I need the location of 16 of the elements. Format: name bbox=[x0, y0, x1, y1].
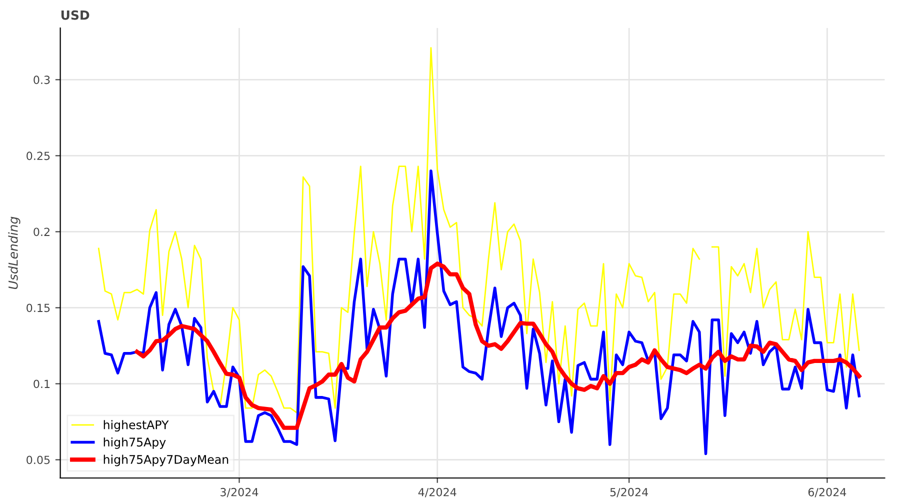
y-tick-label: 0.15 bbox=[26, 304, 50, 312]
line-series bbox=[97, 170, 861, 456]
legend-label: high75Apy7DayMean bbox=[104, 454, 228, 466]
y-tick-label: 0.3 bbox=[34, 76, 50, 84]
y-tick-label: 0.05 bbox=[26, 456, 50, 464]
x-tick-label: 6/2024 bbox=[808, 488, 846, 498]
y-tick-label: 0.1 bbox=[34, 380, 50, 388]
x-tick-label: 4/2024 bbox=[418, 488, 456, 498]
y-tick-label: 0.25 bbox=[26, 152, 50, 160]
x-tick-label: 3/2024 bbox=[220, 488, 258, 498]
chart-title: USD bbox=[61, 10, 90, 20]
y-axis-title: UsdLending bbox=[8, 216, 20, 289]
legend-label: highestAPY bbox=[104, 420, 169, 432]
legend-label: high75Apy bbox=[104, 437, 166, 449]
y-tick-label: 0.2 bbox=[34, 228, 50, 236]
x-tick-label: 5/2024 bbox=[610, 488, 648, 498]
